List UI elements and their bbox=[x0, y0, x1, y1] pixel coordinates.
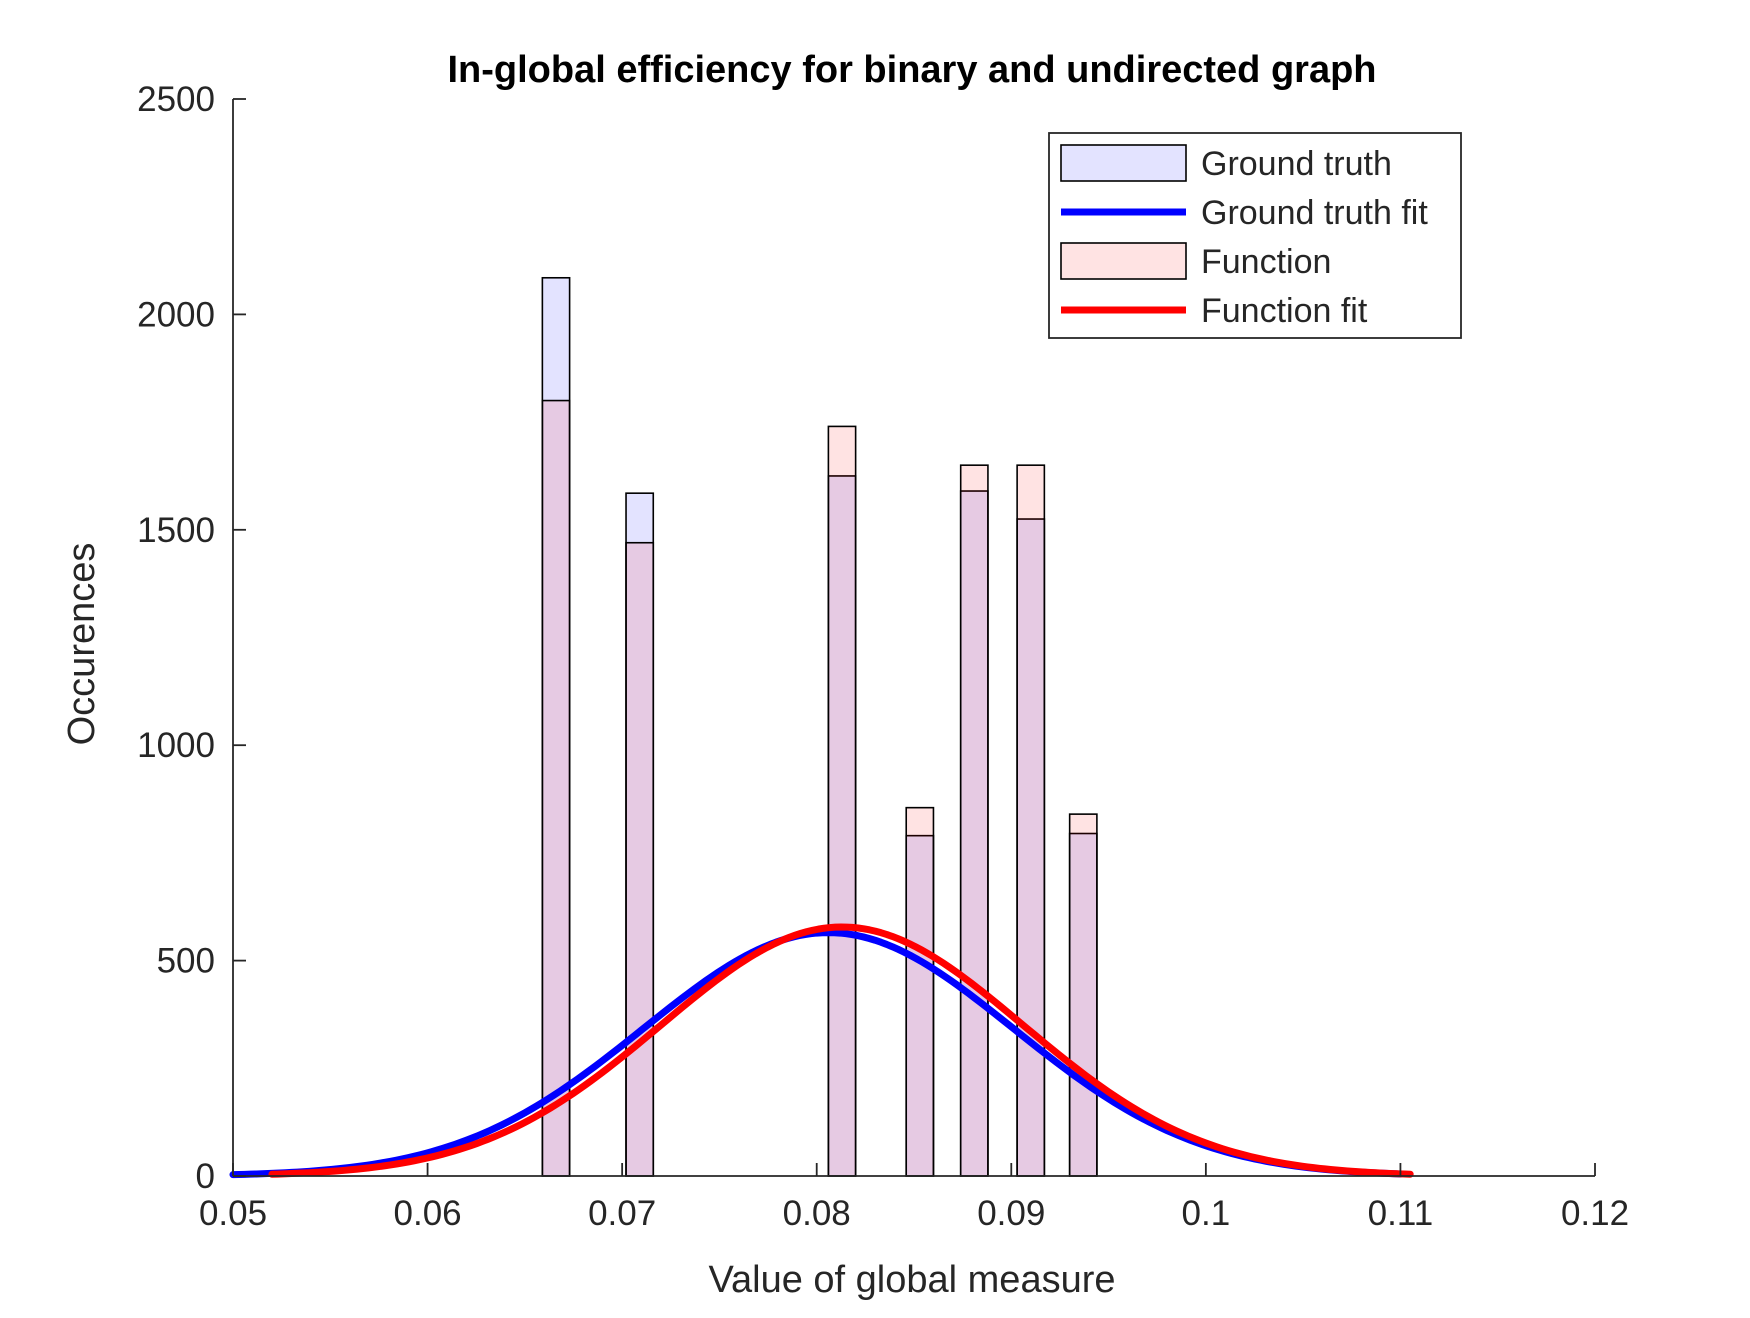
x-tick-label-6: 0.11 bbox=[1368, 1194, 1434, 1233]
x-tick-label-3: 0.08 bbox=[783, 1194, 851, 1233]
x-axis-label: Value of global measure bbox=[709, 1259, 1116, 1301]
y-tick-label-0: 0 bbox=[196, 1157, 215, 1196]
x-tick-label-0: 0.05 bbox=[199, 1194, 267, 1233]
legend-label-function-fit: Function fit bbox=[1201, 292, 1368, 330]
legend-box bbox=[1048, 132, 1462, 339]
legend-swatch-function bbox=[1060, 242, 1187, 280]
bar-function-0 bbox=[541, 399, 571, 1177]
chart-title: In-global efficiency for binary and undi… bbox=[447, 49, 1376, 91]
y-tick-label-3: 1500 bbox=[137, 511, 215, 550]
legend-label-ground-truth: Ground truth bbox=[1201, 145, 1392, 183]
bar-function-2 bbox=[827, 425, 857, 1177]
y-axis-label: Occurences bbox=[61, 543, 103, 746]
legend-label-function: Function bbox=[1201, 243, 1331, 281]
curve-function-fit bbox=[268, 923, 1414, 1178]
x-tick-label-4: 0.09 bbox=[977, 1194, 1045, 1233]
legend: Ground truth Ground truth fit Function Func… bbox=[1048, 132, 1462, 339]
legend-swatch-ground-truth bbox=[1060, 144, 1187, 182]
y-tick-label-5: 2500 bbox=[137, 80, 215, 119]
bar-ground-truth-1 bbox=[625, 492, 655, 1177]
y-tick-label-1: 500 bbox=[157, 942, 215, 981]
fits-layer bbox=[229, 923, 1414, 1179]
x-tick-label-7: 0.12 bbox=[1561, 1194, 1629, 1233]
bar-function-3 bbox=[905, 806, 935, 1177]
bar-function-4 bbox=[959, 464, 989, 1177]
bars-layer bbox=[541, 276, 1098, 1177]
bar-function-1 bbox=[625, 541, 655, 1177]
y-tick-label-2: 1000 bbox=[137, 726, 215, 765]
x-tick-label-2: 0.07 bbox=[588, 1194, 656, 1233]
legend-label-ground-truth-fit: Ground truth fit bbox=[1201, 194, 1428, 232]
y-tick-label-4: 2000 bbox=[137, 295, 215, 334]
axes-layer: 0.05 0.06 0.07 0.08 0.09 0.1 0.11 0.12 0 500 1000 1… bbox=[137, 80, 1629, 1233]
x-tick-label-5: 0.1 bbox=[1182, 1194, 1231, 1233]
bar-function-5 bbox=[1016, 464, 1046, 1177]
x-tick-label-1: 0.06 bbox=[394, 1194, 462, 1233]
bar-function-6 bbox=[1068, 813, 1098, 1177]
curve-ground-truth-fit bbox=[229, 929, 1404, 1179]
